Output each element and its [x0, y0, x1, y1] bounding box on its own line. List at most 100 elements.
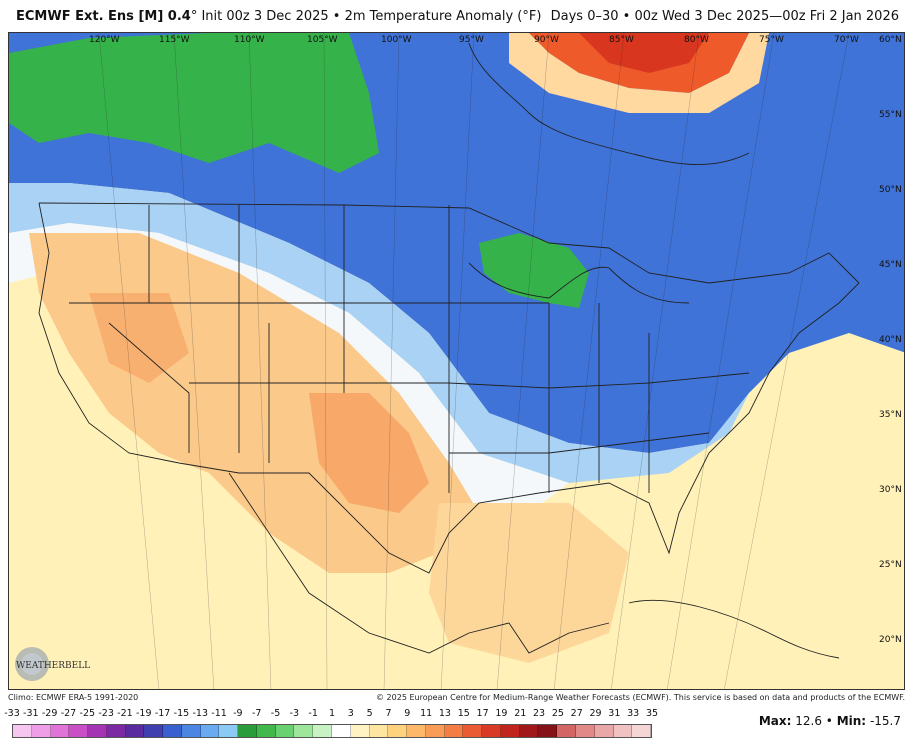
scale-label: 1	[328, 708, 336, 719]
latitude-labels: 60°N 55°N 50°N 45°N 40°N 35°N 30°N 25°N …	[879, 35, 902, 645]
scale-label: 3	[347, 708, 354, 719]
political-boundaries	[38, 42, 860, 659]
scale-swatch	[482, 725, 501, 737]
scale-swatch	[144, 725, 164, 737]
scale-swatch	[538, 725, 558, 737]
color-scale: -33 -31 -29 -27 -25 -23 -21 -19 -17 -15 -13 -11 -9 -7…	[4, 708, 658, 748]
scale-swatch	[238, 725, 257, 737]
attribution-line: Climo: ECMWF ERA-5 1991-2020 © 2025 Euro…	[8, 693, 905, 705]
scale-swatch	[200, 725, 220, 737]
lat-label: 20°N	[879, 635, 902, 645]
lat-label: 60°N	[879, 35, 902, 45]
scale-label: -15	[173, 708, 190, 719]
scale-label: -33	[4, 708, 20, 719]
scale-label: -31	[23, 708, 39, 719]
scale-label: -13	[192, 708, 208, 719]
scale-swatch	[444, 725, 464, 737]
scale-swatch	[388, 725, 408, 737]
max-label: Max:	[758, 714, 792, 728]
weatherbell-logo: WEATHERBELL	[12, 642, 102, 686]
scale-label: 27	[570, 708, 583, 719]
scale-label: 25	[551, 708, 564, 719]
valid-period: Days 0–30 • 00z Wed 3 Dec 2025—00z Fri 2…	[550, 8, 899, 24]
graticule	[98, 33, 850, 689]
scale-swatch	[31, 725, 51, 737]
scale-swatch	[519, 725, 539, 737]
scale-label: 29	[589, 708, 602, 719]
scale-label: 23	[533, 708, 546, 719]
lon-label: 120°W	[89, 35, 120, 45]
state-lines-verticals	[238, 205, 450, 493]
warm-anomaly-texas	[309, 393, 429, 513]
climo-note: Climo: ECMWF ERA-5 1991-2020	[8, 693, 139, 702]
lat-label: 45°N	[879, 260, 902, 270]
scale-swatch	[313, 725, 333, 737]
scale-swatch	[369, 725, 389, 737]
scale-label: 15	[457, 708, 470, 719]
scale-swatch	[125, 725, 145, 737]
great-lakes-outline	[468, 262, 690, 304]
scale-label: -21	[117, 708, 133, 719]
warm-anomaly-great-basin	[89, 293, 189, 383]
scale-label: -1	[308, 708, 318, 719]
lon-label: 100°W	[381, 35, 412, 45]
lon-label: 105°W	[307, 35, 338, 45]
lon-label: 95°W	[459, 35, 484, 45]
logo-text: WEATHERBELL	[16, 661, 90, 671]
max-value: 12.6	[795, 714, 822, 728]
map-title: ECMWF Ext. Ens [M] 0.4° Init 00z 3 Dec 2…	[16, 9, 541, 24]
lon-label: 90°W	[534, 35, 559, 45]
lat-label: 55°N	[879, 110, 902, 120]
scale-bar	[12, 724, 652, 738]
scale-swatch	[575, 725, 595, 737]
lon-label: 85°W	[609, 35, 634, 45]
state-lines-southeast	[548, 303, 650, 493]
scale-label: -9	[233, 708, 243, 719]
scale-swatch	[69, 725, 89, 737]
scale-swatch	[256, 725, 276, 737]
scale-label: 11	[420, 708, 433, 719]
scale-swatch	[332, 725, 351, 737]
scale-swatch	[463, 725, 483, 737]
map-header: ECMWF Ext. Ens [M] 0.4° Init 00z 3 Dec 2…	[0, 0, 913, 32]
scale-swatch	[181, 725, 201, 737]
lat-label: 35°N	[879, 410, 902, 420]
scale-swatch	[613, 725, 633, 737]
warm-anomaly-gulf	[429, 503, 629, 663]
scale-swatch	[632, 725, 652, 737]
min-label: Min:	[836, 714, 867, 728]
scale-label: -29	[41, 708, 58, 719]
scale-label: 13	[438, 708, 451, 719]
min-value: -15.7	[869, 714, 901, 728]
scale-swatch	[50, 725, 70, 737]
caribbean-outline	[628, 599, 840, 659]
scale-label: -7	[251, 708, 262, 719]
scale-swatch	[407, 725, 426, 737]
scale-label: -5	[270, 708, 281, 719]
lon-label: 75°W	[759, 35, 784, 45]
scale-label: 31	[608, 708, 621, 719]
scale-label: -23	[98, 708, 114, 719]
model-name: ECMWF Ext. Ens [M] 0.4	[16, 8, 191, 24]
scale-swatch	[594, 725, 614, 737]
scale-swatch	[557, 725, 576, 737]
state-lines-row3	[449, 432, 710, 454]
scale-swatch	[106, 725, 126, 737]
lon-label: 70°W	[834, 35, 859, 45]
strong-cold-upper-midwest	[479, 233, 589, 308]
lat-label: 40°N	[879, 335, 902, 345]
scale-label: -25	[79, 708, 96, 719]
anomaly-map: 120°W 115°W 110°W 105°W 100°W 95°W 90°W …	[8, 32, 905, 690]
map-canvas: 120°W 115°W 110°W 105°W 100°W 95°W 90°W …	[9, 33, 904, 689]
stats-sep: •	[825, 714, 833, 728]
scale-swatch	[350, 725, 370, 737]
scale-swatch	[88, 725, 107, 737]
scale-label: -17	[154, 708, 171, 719]
scale-label: -27	[60, 708, 77, 719]
mexico-outline	[228, 472, 610, 654]
us-coastline	[38, 202, 860, 574]
scale-label: -11	[211, 708, 227, 719]
scale-swatch	[294, 725, 314, 737]
scale-label: 35	[645, 708, 659, 719]
scale-labels: -33 -31 -29 -27 -25 -23 -21 -19 -17 -15 -13 -11 -9 -7…	[4, 708, 658, 722]
